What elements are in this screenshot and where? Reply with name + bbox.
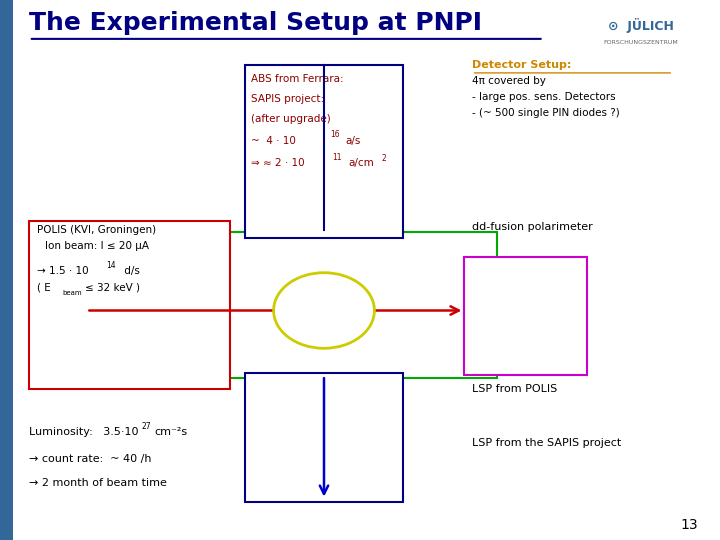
Text: ~  4 · 10: ~ 4 · 10 <box>251 136 295 146</box>
Text: a/s: a/s <box>346 136 361 146</box>
Text: 16: 16 <box>330 130 339 139</box>
Text: - large pos. sens. Detectors: - large pos. sens. Detectors <box>472 92 615 102</box>
Text: dd-fusion polarimeter: dd-fusion polarimeter <box>472 221 593 232</box>
Text: POLIS (KVI, Groningen): POLIS (KVI, Groningen) <box>37 225 156 235</box>
Text: 27: 27 <box>141 422 150 431</box>
Bar <box>464 256 587 375</box>
Text: Detector Setup:: Detector Setup: <box>472 59 571 70</box>
Text: LSP from the SAPIS project: LSP from the SAPIS project <box>472 437 621 448</box>
Text: ⊙  JÜLICH: ⊙ JÜLICH <box>608 18 674 33</box>
Text: 2: 2 <box>382 154 387 163</box>
Bar <box>245 65 403 238</box>
Bar <box>245 373 403 502</box>
Text: a/cm: a/cm <box>348 158 374 168</box>
Text: 14: 14 <box>107 261 116 270</box>
Text: d/s: d/s <box>121 266 140 276</box>
Bar <box>0 0 13 540</box>
Text: → count rate:  ~ 40 /h: → count rate: ~ 40 /h <box>29 454 151 464</box>
Text: 4π covered by: 4π covered by <box>472 76 546 86</box>
Text: beam: beam <box>62 290 81 296</box>
Text: Luminosity:   3.5·10: Luminosity: 3.5·10 <box>29 427 138 437</box>
Text: - (~ 500 single PIN diodes ?): - (~ 500 single PIN diodes ?) <box>472 108 619 118</box>
Text: FORSCHUNGSZENTRUM: FORSCHUNGSZENTRUM <box>603 40 678 45</box>
Text: SAPIS project:: SAPIS project: <box>251 93 324 104</box>
Text: The Experimental Setup at PNPI: The Experimental Setup at PNPI <box>29 11 482 35</box>
Circle shape <box>274 273 374 348</box>
Bar <box>86 232 497 378</box>
Bar <box>29 221 230 389</box>
Text: → 1.5 · 10: → 1.5 · 10 <box>37 266 89 276</box>
Text: Ion beam: I ≤ 20 μA: Ion beam: I ≤ 20 μA <box>45 241 148 252</box>
Text: ⇒ ≈ 2 · 10: ⇒ ≈ 2 · 10 <box>251 158 304 168</box>
Text: ABS from Ferrara:: ABS from Ferrara: <box>251 74 343 84</box>
Text: 13: 13 <box>681 518 698 532</box>
Text: → 2 month of beam time: → 2 month of beam time <box>29 478 166 488</box>
Text: cm⁻²s: cm⁻²s <box>155 427 188 437</box>
Text: (after upgrade): (after upgrade) <box>251 114 330 124</box>
Text: 11: 11 <box>333 153 342 162</box>
Text: LSP from POLIS: LSP from POLIS <box>472 383 557 394</box>
Text: ≤ 32 keV ): ≤ 32 keV ) <box>85 282 140 293</box>
Text: ( E: ( E <box>37 282 51 293</box>
